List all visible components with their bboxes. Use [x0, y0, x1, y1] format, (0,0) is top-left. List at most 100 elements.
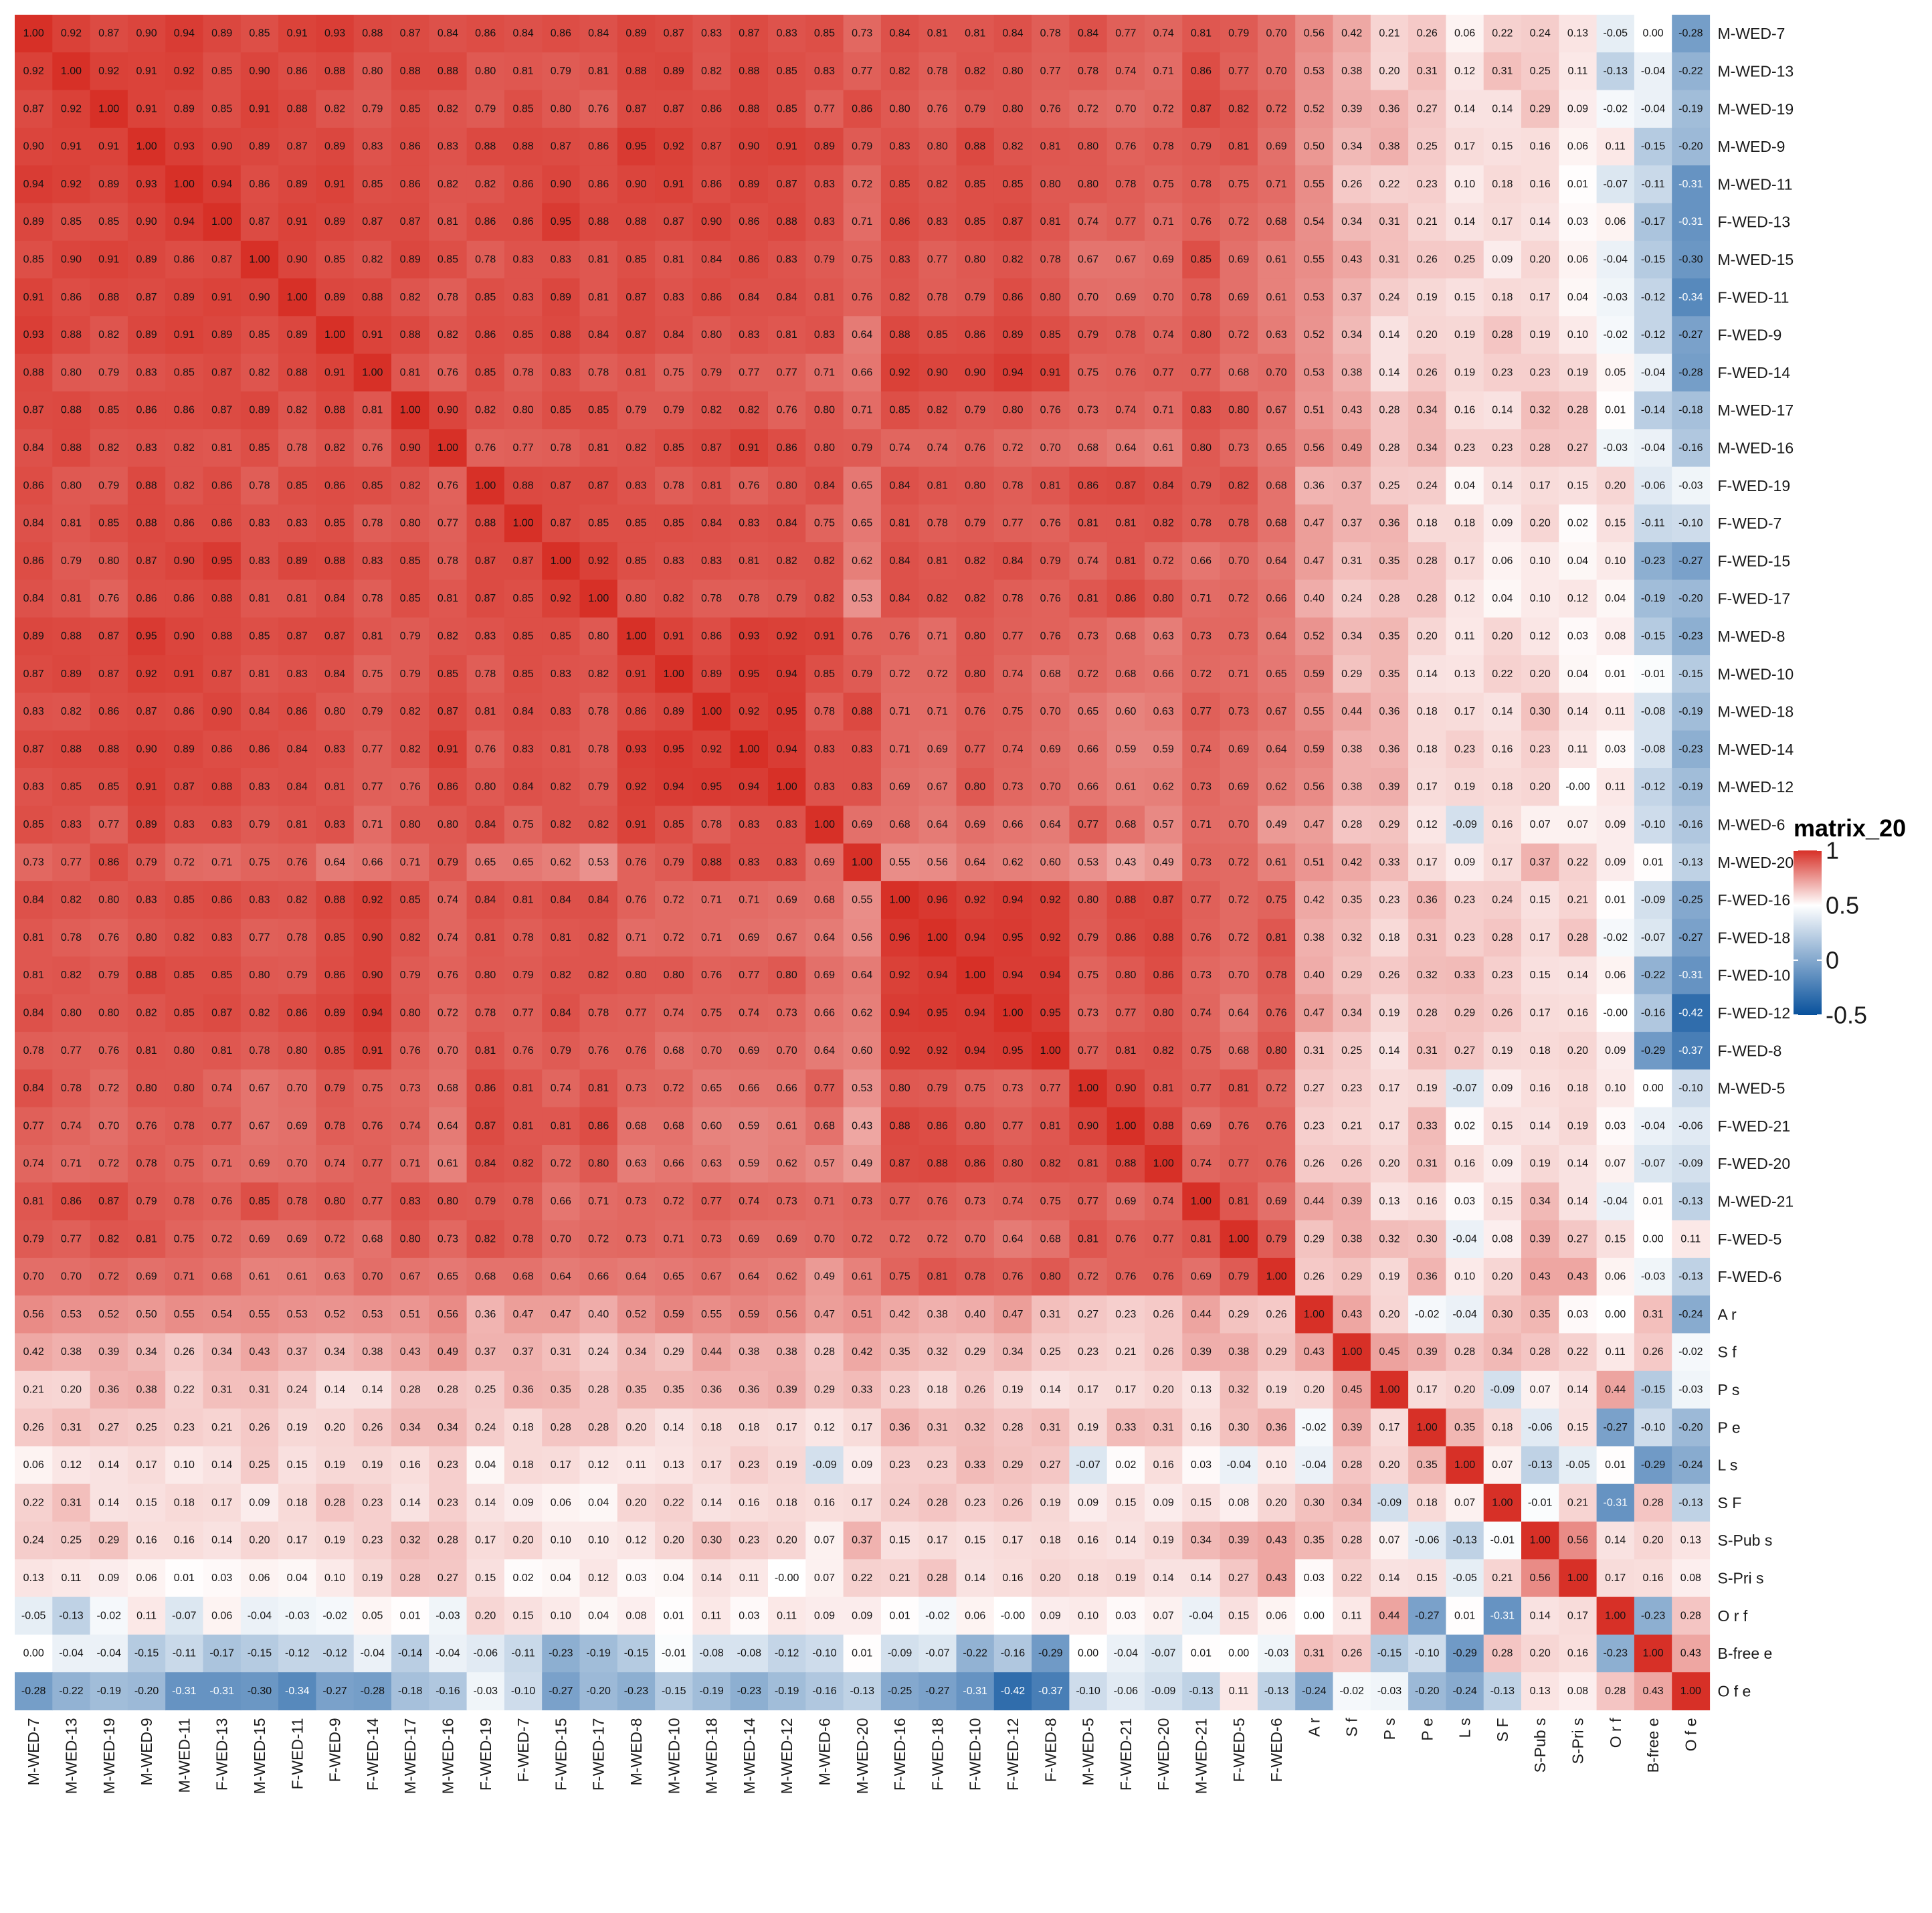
heatmap-cell	[993, 90, 1032, 128]
cell-value-label: 0.10	[1454, 1271, 1475, 1283]
cell-value-label: -0.01	[1641, 668, 1666, 680]
cell-value-label: 0.94	[965, 1045, 985, 1057]
cell-value-label: 0.76	[1040, 630, 1061, 642]
cell-value-label: 0.69	[1040, 743, 1061, 755]
cell-value-label: 1.00	[287, 292, 308, 303]
cell-value-label: 0.56	[1530, 1572, 1551, 1584]
cell-value-label: -0.31	[209, 1686, 234, 1697]
heatmap-cell	[165, 316, 204, 355]
cell-value-label: 0.55	[889, 856, 910, 868]
row-label: F-WED-11	[1718, 288, 1790, 306]
cell-value-label: 0.18	[1492, 782, 1513, 793]
cell-value-label: 0.57	[814, 1158, 835, 1170]
cell-value-label: 0.70	[1228, 819, 1249, 830]
cell-value-label: 0.92	[61, 103, 82, 114]
cell-value-label: 0.17	[1417, 782, 1438, 793]
row-label: M-WED-16	[1718, 439, 1794, 456]
heatmap-cell	[391, 52, 429, 91]
cell-value-label: 0.16	[1454, 1158, 1475, 1170]
cell-value-label: 0.15	[1492, 1196, 1513, 1207]
cell-value-label: 0.85	[551, 405, 571, 416]
cell-value-label: 0.81	[512, 1083, 533, 1094]
cell-value-label: -0.15	[248, 1648, 272, 1659]
heatmap-cell	[1521, 127, 1559, 166]
cell-value-label: 0.31	[551, 1346, 571, 1358]
cell-value-label: 1.00	[362, 367, 383, 378]
cell-value-label: 0.19	[1454, 782, 1475, 793]
cell-value-label: 0.79	[438, 856, 458, 868]
cell-value-label: 0.56	[852, 932, 872, 943]
cell-value-label: 0.63	[625, 1158, 646, 1170]
heatmap-cell	[919, 203, 957, 242]
heatmap-cell	[692, 127, 731, 166]
cell-value-label: 0.16	[1530, 179, 1551, 190]
heatmap-cell	[843, 15, 882, 53]
heatmap-cell	[1220, 203, 1258, 242]
cell-value-label: 0.08	[625, 1610, 646, 1621]
cell-value-label: 0.90	[287, 254, 308, 265]
heatmap-cell	[127, 203, 166, 242]
cell-value-label: 0.03	[1115, 1610, 1136, 1621]
heatmap-cell	[165, 52, 204, 91]
cell-value-label: -0.16	[1001, 1648, 1026, 1659]
heatmap-cell	[805, 90, 844, 128]
cell-value-label: 0.83	[249, 518, 270, 529]
cell-value-label: 0.20	[1379, 66, 1399, 77]
cell-value-label: -0.07	[1641, 1158, 1666, 1170]
cell-value-label: 0.00	[1642, 28, 1663, 39]
heatmap-cell	[956, 52, 995, 91]
cell-value-label: -0.08	[737, 1648, 762, 1659]
cell-value-label: 0.16	[1078, 1535, 1098, 1546]
cell-value-label: 0.91	[211, 292, 232, 303]
heatmap-cell	[429, 52, 468, 91]
cell-value-label: 0.86	[211, 480, 232, 491]
cell-value-label: 0.26	[1304, 1271, 1325, 1283]
cell-value-label: 0.39	[98, 1346, 119, 1358]
cell-value-label: 0.87	[475, 555, 496, 567]
column-label: F-WED-10	[967, 1718, 984, 1791]
cell-value-label: 0.07	[1454, 1497, 1475, 1508]
cell-value-label: 0.94	[777, 668, 797, 680]
cell-value-label: 0.71	[174, 1271, 195, 1283]
cell-value-label: 0.34	[1341, 141, 1362, 153]
cell-value-label: 0.59	[664, 1309, 684, 1320]
heatmap-cell	[617, 203, 656, 242]
heatmap-cell	[316, 240, 355, 279]
heatmap-cell	[805, 278, 844, 316]
cell-value-label: 0.47	[1304, 1007, 1325, 1018]
cell-value-label: 0.89	[61, 668, 82, 680]
cell-value-label: -0.23	[549, 1648, 573, 1659]
cell-value-label: -0.04	[1604, 254, 1628, 265]
cell-value-label: 0.80	[475, 970, 496, 981]
heatmap-cell	[956, 240, 995, 279]
cell-value-label: -0.04	[1189, 1610, 1214, 1621]
row-label: M-WED-17	[1718, 401, 1794, 419]
cell-value-label: 0.17	[1379, 1422, 1399, 1433]
cell-value-label: 0.81	[588, 1083, 609, 1094]
cell-value-label: 0.76	[777, 405, 797, 416]
cell-value-label: 0.32	[927, 1346, 948, 1358]
cell-value-label: 0.17	[701, 1459, 722, 1471]
cell-value-label: 0.87	[98, 1196, 119, 1207]
cell-value-label: 0.88	[588, 216, 609, 227]
heatmap-cell	[52, 353, 91, 392]
cell-value-label: 0.83	[400, 1196, 421, 1207]
cell-value-label: 0.80	[889, 1083, 910, 1094]
heatmap-cell	[1069, 316, 1108, 355]
cell-value-label: 0.15	[1115, 1497, 1136, 1508]
heatmap-cell	[730, 278, 769, 316]
heatmap-cell	[127, 240, 166, 279]
cell-value-label: -0.30	[1678, 254, 1703, 265]
cell-value-label: 0.77	[814, 103, 835, 114]
cell-value-label: 0.91	[324, 367, 345, 378]
cell-value-label: 1.00	[400, 405, 421, 416]
cell-value-label: 0.81	[211, 442, 232, 454]
heatmap-cell	[353, 240, 392, 279]
cell-value-label: 0.83	[701, 28, 722, 39]
cell-value-label: 0.79	[965, 292, 985, 303]
cell-value-label: 0.31	[1417, 932, 1438, 943]
heatmap-cell	[730, 127, 769, 166]
cell-value-label: 0.83	[362, 141, 383, 153]
heatmap-cell	[1446, 203, 1484, 242]
heatmap-cell	[1069, 165, 1108, 204]
